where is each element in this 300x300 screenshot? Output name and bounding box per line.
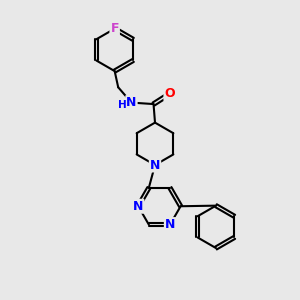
Text: N: N xyxy=(133,200,143,213)
Text: H: H xyxy=(118,100,126,110)
Text: N: N xyxy=(126,96,136,109)
Text: N: N xyxy=(150,158,160,172)
Text: O: O xyxy=(164,87,175,100)
Text: F: F xyxy=(110,22,119,35)
Text: N: N xyxy=(165,218,175,231)
